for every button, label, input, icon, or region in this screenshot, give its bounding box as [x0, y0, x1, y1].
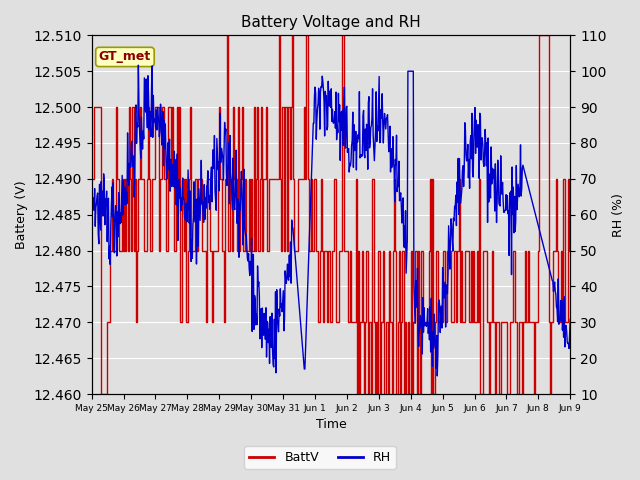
Title: Battery Voltage and RH: Battery Voltage and RH — [241, 15, 421, 30]
X-axis label: Time: Time — [316, 419, 346, 432]
Text: GT_met: GT_met — [99, 50, 151, 63]
Y-axis label: Battery (V): Battery (V) — [15, 180, 28, 249]
Y-axis label: RH (%): RH (%) — [612, 193, 625, 237]
Legend: BattV, RH: BattV, RH — [244, 446, 396, 469]
